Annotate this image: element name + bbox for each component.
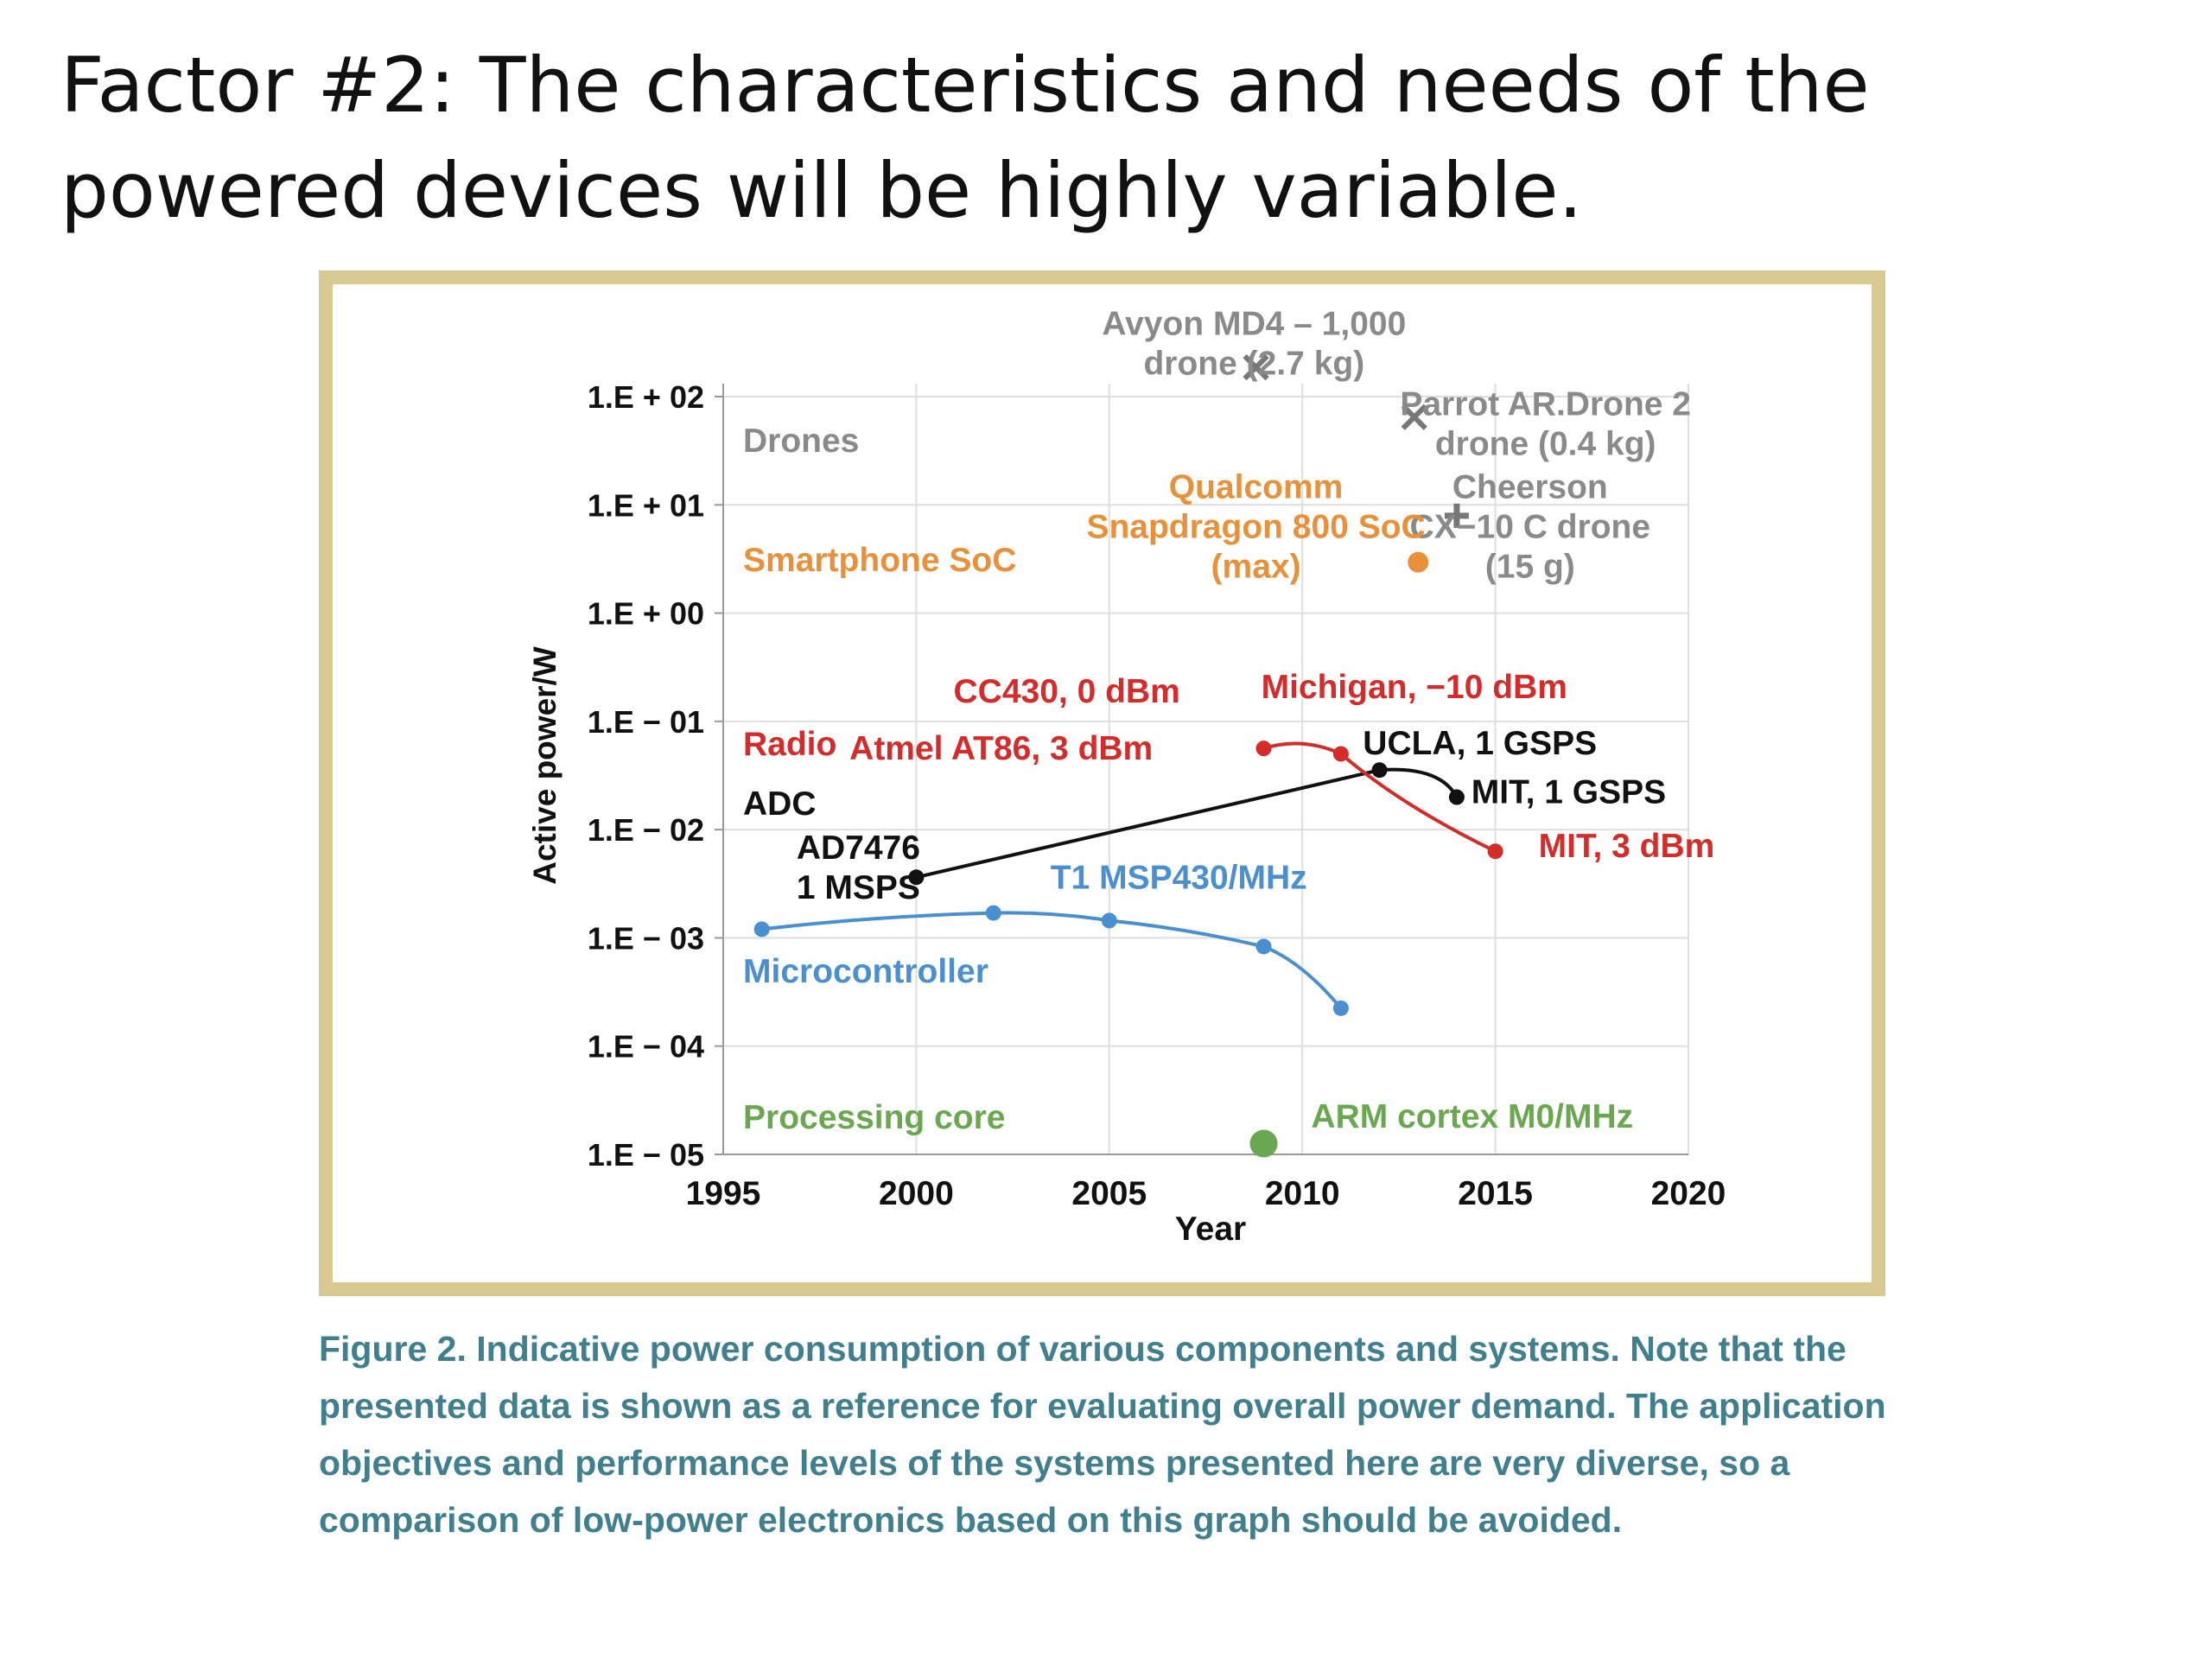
x-axis-title: Year: [1175, 1211, 1246, 1248]
data-point-adc: [1448, 789, 1465, 805]
x-tick-label: 2020: [1651, 1175, 1726, 1212]
annotation-ad7476: 1 MSPS: [797, 869, 920, 906]
series-line-microcontroller: [761, 911, 1343, 1010]
data-point-radio: [1255, 741, 1272, 757]
category-label-smartphone-soc: Smartphone SoC: [743, 542, 1016, 579]
annotation-qualcomm: Snapdragon 800 SoC: [1086, 508, 1425, 545]
x-tick-label: 2015: [1458, 1175, 1533, 1212]
data-point-microcontroller: [753, 921, 770, 938]
annotation-atmel-at86-3-dbm: Atmel AT86, 3 dBm: [849, 730, 1153, 767]
annotation-arm-cortex-m0-mhz: ARM cortex M0/MHz: [1311, 1098, 1633, 1135]
annotation-mit-3-dbm: MIT, 3 dBm: [1539, 828, 1715, 865]
data-point-radio: [1332, 746, 1349, 762]
annotation-qualcomm: Qualcomm: [1169, 468, 1344, 505]
y-tick-label: 1.E − 03: [588, 920, 704, 956]
drone-x-marker: [1401, 404, 1427, 430]
x-tick-label: 2000: [879, 1175, 954, 1212]
y-tick-label: 1.E − 04: [588, 1029, 704, 1065]
annotation-michigan-10-dbm: Michigan, −10 dBm: [1262, 669, 1567, 706]
annotation-avyon-md4-1-000: Avyon MD4 – 1,000: [1102, 306, 1406, 343]
annotation-t1-msp430-mhz: T1 MSP430/MHz: [1051, 859, 1307, 896]
drone-plus-marker: [1444, 503, 1469, 528]
annotation-cheerson: CX−10 C drone: [1410, 508, 1651, 545]
y-tick-label: 1.E + 01: [588, 487, 704, 523]
annotation-parrot-ar-drone-2: Parrot AR.Drone 2: [1400, 385, 1691, 423]
series-line-radio: [1262, 741, 1497, 853]
data-point-adc: [908, 869, 925, 886]
annotation-ad7476: AD7476: [797, 830, 920, 867]
axes: 1.E + 02 1.E + 01 1.E + 00 1.E − 01 1.E − 02…: [588, 379, 1726, 1212]
y-tick-label: 1.E − 05: [588, 1137, 704, 1173]
grid: [722, 384, 1689, 1155]
data-point-microcontroller: [985, 905, 1001, 921]
y-tick-label: 1.E − 02: [588, 812, 704, 848]
annotation-cc430-0-dbm: CC430, 0 dBm: [954, 673, 1180, 710]
data-point-radio: [1487, 843, 1503, 860]
category-label-drones: Drones: [743, 423, 859, 460]
data-point-adc: [1371, 762, 1388, 779]
x-tick-label: 1995: [686, 1175, 761, 1212]
annotation-cheerson: (15 g): [1485, 548, 1575, 585]
y-axis-title: Active power/W: [527, 646, 563, 885]
y-tick-label: 1.E + 02: [588, 379, 704, 415]
drone-x-marker: [1243, 354, 1269, 381]
data-point-smartphone-soc: [1408, 551, 1429, 573]
series: [753, 354, 1503, 1158]
x-tick-label: 2010: [1265, 1175, 1340, 1212]
figure-frame: 1.E + 02 1.E + 01 1.E + 00 1.E − 01 1.E − 02…: [319, 270, 1885, 1296]
power-chart: 1.E + 02 1.E + 01 1.E + 00 1.E − 01 1.E − 02…: [527, 306, 1726, 1248]
x-tick-label: 2005: [1071, 1175, 1147, 1212]
category-label-processing-core: Processing core: [743, 1099, 1005, 1136]
annotation-avyon-md4-1-000: drone (2.7 kg): [1143, 346, 1364, 383]
slide-title: Factor #2: The characteristics and needs…: [60, 41, 1870, 235]
y-tick-label: 1.E − 01: [588, 704, 704, 740]
data-point-microcontroller: [1101, 912, 1117, 929]
category-label-radio: Radio: [743, 726, 836, 763]
annotation-qualcomm: (max): [1211, 548, 1301, 585]
annotation-cheerson: Cheerson: [1452, 468, 1608, 505]
annotation-parrot-ar-drone-2: drone (0.4 kg): [1435, 425, 1656, 462]
annotation-ucla-1-gsps: UCLA, 1 GSPS: [1363, 725, 1597, 762]
data-point-processing-core: [1249, 1129, 1278, 1158]
figure-caption: Figure 2. Indicative power consumption o…: [319, 1329, 1886, 1540]
y-tick-label: 1.E + 00: [588, 596, 704, 632]
annotation-mit-1-gsps: MIT, 1 GSPS: [1471, 773, 1666, 810]
category-label-microcontroller: Microcontroller: [743, 953, 988, 990]
category-label-adc: ADC: [743, 785, 817, 823]
labels: Drones Smartphone SoC Radio ADC Microcontrol…: [743, 306, 1714, 1137]
data-point-microcontroller: [1332, 1000, 1349, 1016]
data-point-microcontroller: [1255, 938, 1272, 955]
